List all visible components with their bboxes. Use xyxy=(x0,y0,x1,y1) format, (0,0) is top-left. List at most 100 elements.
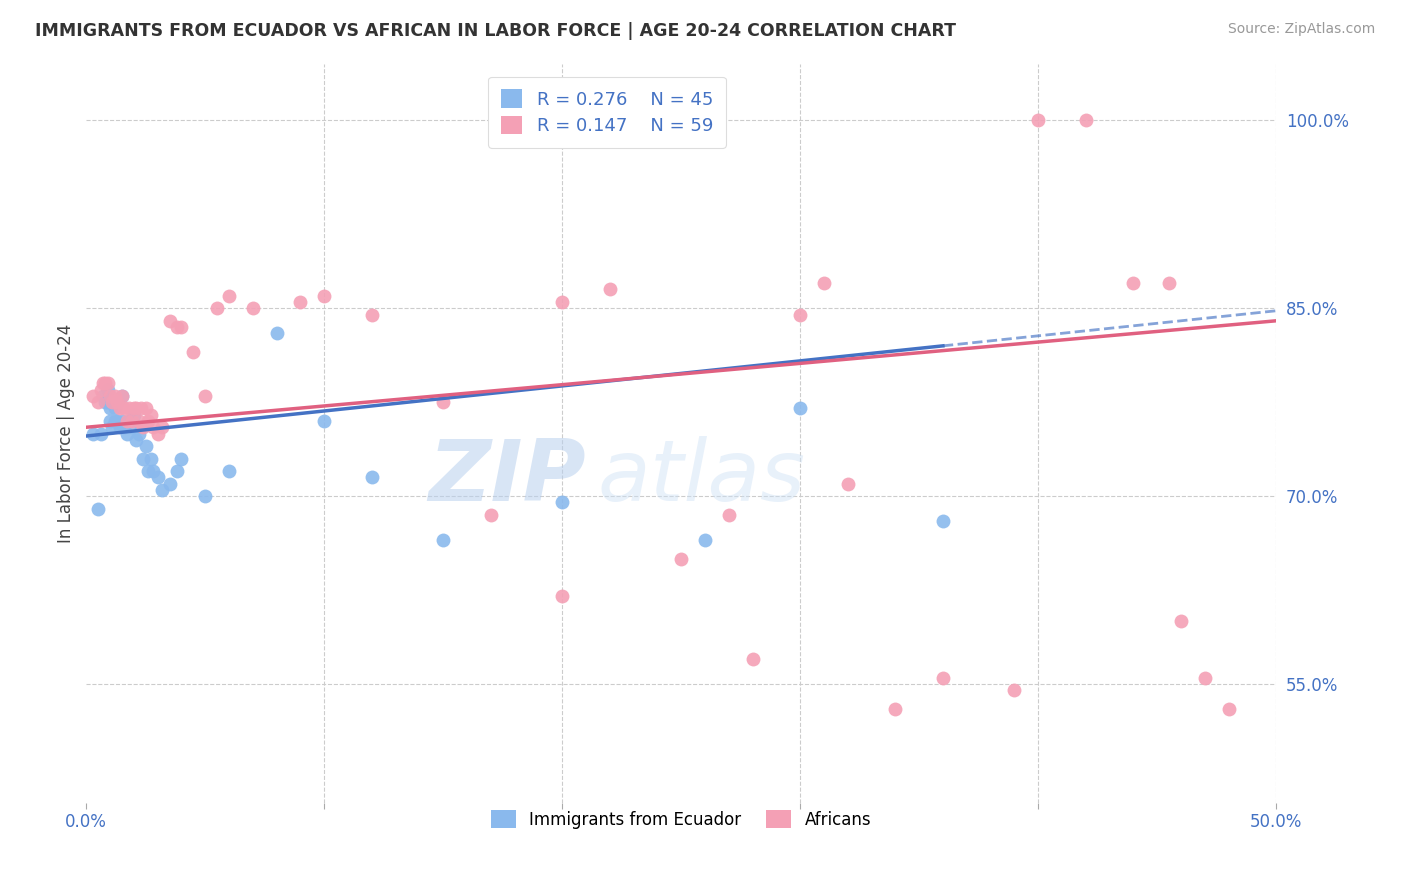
Point xyxy=(669,551,692,566)
Point xyxy=(360,470,382,484)
Point xyxy=(599,283,621,297)
Point xyxy=(94,376,117,391)
Point xyxy=(813,277,835,291)
Point xyxy=(741,652,763,666)
Point xyxy=(97,383,120,397)
Point xyxy=(170,320,193,334)
Point xyxy=(1026,113,1049,128)
Point xyxy=(139,408,162,422)
Point xyxy=(142,420,165,434)
Point xyxy=(108,420,131,434)
Point xyxy=(125,433,148,447)
Point xyxy=(112,401,135,416)
Point xyxy=(90,383,112,397)
Point xyxy=(1218,702,1240,716)
Point xyxy=(1157,277,1180,291)
Text: IMMIGRANTS FROM ECUADOR VS AFRICAN IN LABOR FORCE | AGE 20-24 CORRELATION CHART: IMMIGRANTS FROM ECUADOR VS AFRICAN IN LA… xyxy=(35,22,956,40)
Point xyxy=(1194,671,1216,685)
Point xyxy=(128,426,150,441)
Point xyxy=(94,395,117,409)
Point xyxy=(111,389,134,403)
Point xyxy=(135,401,157,416)
Point xyxy=(101,420,124,434)
Point xyxy=(1074,113,1097,128)
Point xyxy=(432,395,454,409)
Point xyxy=(118,401,141,416)
Point xyxy=(170,451,193,466)
Point xyxy=(789,308,811,322)
Point xyxy=(551,495,574,509)
Point xyxy=(166,464,188,478)
Point xyxy=(142,464,165,478)
Point xyxy=(105,395,128,409)
Point xyxy=(932,514,955,528)
Point xyxy=(105,414,128,428)
Point xyxy=(551,590,574,604)
Point xyxy=(90,426,112,441)
Point xyxy=(122,408,145,422)
Point xyxy=(146,470,169,484)
Text: ZIP: ZIP xyxy=(429,436,586,519)
Point xyxy=(194,389,217,403)
Point xyxy=(183,345,205,359)
Point xyxy=(432,533,454,547)
Point xyxy=(1170,615,1192,629)
Point xyxy=(125,401,148,416)
Point xyxy=(159,314,181,328)
Point xyxy=(115,426,138,441)
Point xyxy=(479,508,502,522)
Point xyxy=(132,420,155,434)
Point xyxy=(932,671,955,685)
Point xyxy=(97,395,120,409)
Point xyxy=(360,308,382,322)
Point xyxy=(717,508,740,522)
Point xyxy=(166,320,188,334)
Point xyxy=(101,395,124,409)
Point xyxy=(146,426,169,441)
Point xyxy=(135,439,157,453)
Point xyxy=(1122,277,1144,291)
Point xyxy=(121,420,143,434)
Point xyxy=(128,414,150,428)
Point xyxy=(314,414,336,428)
Point xyxy=(194,489,217,503)
Point xyxy=(136,414,159,428)
Point xyxy=(1002,683,1025,698)
Text: Source: ZipAtlas.com: Source: ZipAtlas.com xyxy=(1227,22,1375,37)
Point xyxy=(98,401,121,416)
Point xyxy=(91,376,114,391)
Point xyxy=(693,533,716,547)
Text: atlas: atlas xyxy=(598,436,806,519)
Point xyxy=(139,451,162,466)
Point xyxy=(152,483,174,497)
Point xyxy=(98,414,121,428)
Point xyxy=(104,389,127,403)
Point xyxy=(118,414,141,428)
Point xyxy=(242,301,264,316)
Point xyxy=(159,476,181,491)
Point xyxy=(87,501,110,516)
Point xyxy=(122,401,145,416)
Point xyxy=(136,464,159,478)
Point xyxy=(104,414,127,428)
Point xyxy=(108,401,131,416)
Point xyxy=(87,395,110,409)
Point xyxy=(551,295,574,310)
Point xyxy=(152,420,174,434)
Point xyxy=(837,476,859,491)
Point xyxy=(129,420,152,434)
Point xyxy=(314,289,336,303)
Point xyxy=(111,414,134,428)
Point xyxy=(129,401,152,416)
Point xyxy=(205,301,228,316)
Point xyxy=(789,401,811,416)
Point xyxy=(218,464,240,478)
Point xyxy=(121,414,143,428)
Point xyxy=(97,376,120,391)
Point xyxy=(884,702,907,716)
Point xyxy=(91,389,114,403)
Point xyxy=(266,326,288,341)
Point xyxy=(218,289,240,303)
Point xyxy=(112,420,135,434)
Point xyxy=(111,389,134,403)
